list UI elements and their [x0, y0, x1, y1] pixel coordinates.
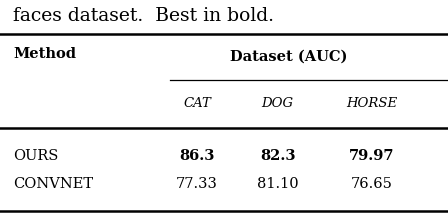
Text: DOG: DOG: [262, 97, 294, 110]
Text: 77.33: 77.33: [176, 177, 218, 191]
Text: 86.3: 86.3: [180, 149, 215, 163]
Text: Dataset (AUC): Dataset (AUC): [230, 50, 348, 64]
Text: 79.97: 79.97: [349, 149, 395, 163]
Text: 76.65: 76.65: [351, 177, 393, 191]
Text: 82.3: 82.3: [260, 149, 296, 163]
Text: OURS: OURS: [13, 149, 59, 163]
Text: HORSE: HORSE: [346, 97, 397, 110]
Text: faces dataset.  Best in bold.: faces dataset. Best in bold.: [13, 7, 275, 25]
Text: CAT: CAT: [183, 97, 211, 110]
Text: Method: Method: [13, 48, 77, 61]
Text: 81.10: 81.10: [257, 177, 298, 191]
Text: CONVNET: CONVNET: [13, 177, 94, 191]
